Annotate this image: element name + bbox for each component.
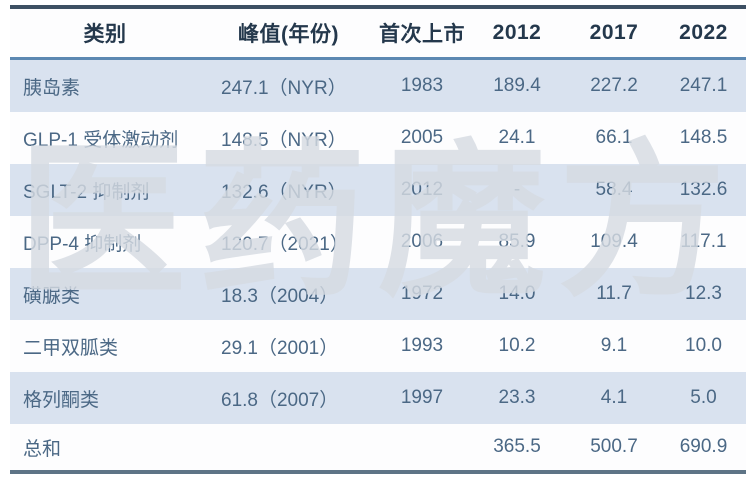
table-container: 类别 峰值(年份) 首次上市 2012 2017 2022 胰岛素 247.1（… <box>10 5 746 474</box>
cell-first-launch: 1997 <box>400 387 444 408</box>
cell-2012: 85.9 <box>498 231 536 252</box>
cell-2022: 247.1 <box>679 75 728 96</box>
cell-2022: 132.6 <box>679 179 728 200</box>
cell-first-launch: 2012 <box>400 179 444 200</box>
cell-2012-total: 365.5 <box>493 436 541 457</box>
cell-peak: 148.5（NYR） <box>221 129 347 151</box>
header-cell-2017: 2017 <box>567 7 661 60</box>
header-cell-peak: 峰值(年份) <box>200 7 377 60</box>
cell-peak: 29.1（2001） <box>221 337 339 359</box>
cell-2017: 11.7 <box>596 283 632 304</box>
cell-2012: 23.3 <box>498 387 536 408</box>
header-cell-category: 类别 <box>10 7 200 60</box>
cell-category-total: 总和 <box>23 438 62 460</box>
cell-first-launch: 2005 <box>400 127 444 148</box>
cell-2017: 66.1 <box>595 127 633 148</box>
table-row-sulfonylurea: 磺脲类 18.3（2004） 1972 14.0 11.7 12.3 <box>10 268 746 320</box>
cell-category: DPP-4 抑制剂 <box>23 233 142 255</box>
cell-peak: 120.7（2021） <box>221 233 349 255</box>
table-row-total: 总和 365.5 500.7 690.9 <box>10 424 746 472</box>
cell-category: 胰岛素 <box>23 77 81 99</box>
table-row-dpp4: DPP-4 抑制剂 120.7（2021） 2006 85.9 109.4 11… <box>10 216 746 268</box>
cell-category: SGLT-2 抑制剂 <box>23 181 150 203</box>
cell-category: 磺脲类 <box>23 285 81 307</box>
cell-2017: 109.4 <box>590 231 638 252</box>
cell-first-launch: 1993 <box>400 335 444 356</box>
cell-peak-empty <box>200 424 377 472</box>
cell-peak: 132.6（NYR） <box>221 181 347 203</box>
cell-category: 二甲双胍类 <box>23 337 119 359</box>
cell-2017: 9.1 <box>600 335 628 356</box>
cell-category: 格列酮类 <box>23 389 100 411</box>
cell-2022: 10.0 <box>685 335 722 356</box>
cell-2017-total: 500.7 <box>590 436 638 457</box>
table-row-sglt2: SGLT-2 抑制剂 132.6（NYR） 2012 - 58.4 132.6 <box>10 164 746 216</box>
cell-first-launch: 2006 <box>400 231 444 252</box>
table-body: 胰岛素 247.1（NYR） 1983 189.4 227.2 247.1 GL… <box>10 58 746 472</box>
cell-peak: 61.8（2007） <box>221 389 339 411</box>
header-cell-2012: 2012 <box>467 7 567 60</box>
cell-2012: 24.1 <box>498 127 536 148</box>
table-header: 类别 峰值(年份) 首次上市 2012 2017 2022 <box>10 7 746 60</box>
cell-peak: 247.1（NYR） <box>221 77 347 99</box>
table-row-metformin: 二甲双胍类 29.1（2001） 1993 10.2 9.1 10.0 <box>10 320 746 372</box>
cell-2022: 148.5 <box>679 127 728 148</box>
table-row-glitazone: 格列酮类 61.8（2007） 1997 23.3 4.1 5.0 <box>10 372 746 424</box>
header-cell-2022: 2022 <box>661 7 746 60</box>
table-row-insulin: 胰岛素 247.1（NYR） 1983 189.4 227.2 247.1 <box>10 58 746 112</box>
header-row: 类别 峰值(年份) 首次上市 2012 2017 2022 <box>10 7 746 60</box>
header-cell-first-launch: 首次上市 <box>377 7 467 60</box>
cell-first-launch: 1972 <box>400 283 444 304</box>
drug-sales-table: 类别 峰值(年份) 首次上市 2012 2017 2022 胰岛素 247.1（… <box>10 5 746 474</box>
cell-2012: - <box>513 179 521 200</box>
cell-first-launch: 1983 <box>400 75 444 96</box>
cell-2017: 4.1 <box>600 387 628 408</box>
cell-2012: 189.4 <box>493 75 541 96</box>
cell-first-launch-empty <box>377 424 467 472</box>
cell-2017: 58.4 <box>595 179 633 200</box>
cell-peak: 18.3（2004） <box>221 285 339 307</box>
cell-2012: 14.0 <box>498 283 536 304</box>
cell-2022-total: 690.9 <box>679 436 728 457</box>
table-row-glp1: GLP-1 受体激动剂 148.5（NYR） 2005 24.1 66.1 14… <box>10 112 746 164</box>
cell-2022: 117.1 <box>680 231 727 252</box>
cell-2012: 10.2 <box>498 335 536 356</box>
cell-2022: 12.3 <box>685 283 722 304</box>
cell-2022: 5.0 <box>690 387 717 408</box>
cell-category: GLP-1 受体激动剂 <box>23 129 179 151</box>
cell-2017: 227.2 <box>590 75 638 96</box>
